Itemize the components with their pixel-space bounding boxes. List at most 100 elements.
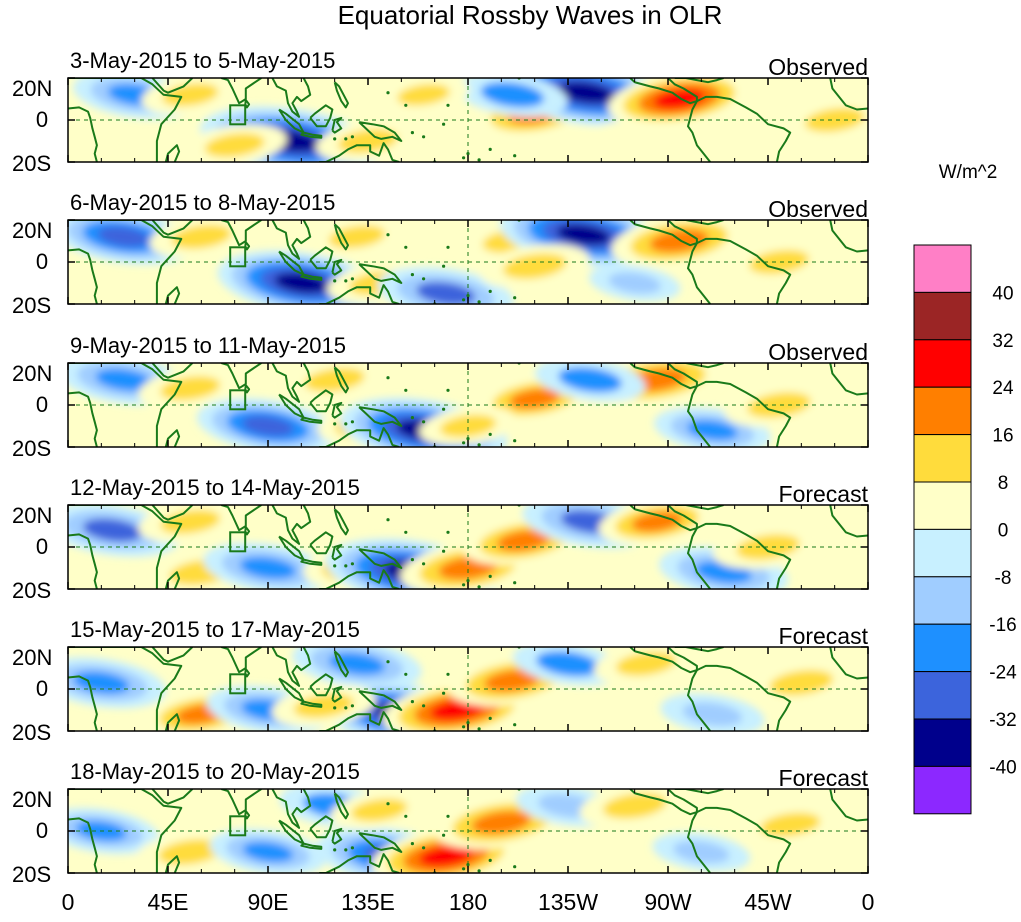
x-tick-label: 135E <box>341 889 395 915</box>
island-marker <box>350 562 354 566</box>
island-marker <box>350 420 354 424</box>
anomaly-contour <box>558 81 614 104</box>
island-marker <box>513 154 517 158</box>
anomaly-contour <box>631 511 683 532</box>
island-marker <box>410 273 414 277</box>
island-marker <box>350 277 354 281</box>
sri-lanka-coast <box>244 668 251 678</box>
map-panel: 20N 0 20S 15-May-2015 to 17-May-2015 Forecas… <box>12 617 869 745</box>
panel-date-range: 3-May-2015 to 5-May-2015 <box>70 48 335 73</box>
island-marker <box>404 672 408 676</box>
island-marker <box>488 432 492 436</box>
anomaly-contour <box>239 556 297 580</box>
south-america-west-coast <box>687 242 711 304</box>
y-tick-label: 0 <box>36 107 48 132</box>
indochina-coast <box>271 220 312 260</box>
island-marker <box>462 156 466 160</box>
map-panel: 20N 0 20S 3-May-2015 to 5-May-2015 Observed <box>12 48 869 176</box>
colorbar-swatch <box>913 576 972 625</box>
colorbar-legend: W/m^2 40 32 24 16 8 0 -8 -16 -24 -32 -40 <box>913 162 1017 815</box>
anomaly-contour <box>73 671 130 694</box>
y-tick-label: 0 <box>36 818 48 843</box>
island-marker <box>404 103 408 107</box>
borneo-coast <box>309 815 334 839</box>
anomaly-contour <box>496 530 551 552</box>
anomaly-shading <box>68 789 843 873</box>
india-coast <box>221 78 262 105</box>
sri-lanka-coast <box>244 241 251 251</box>
island-marker <box>462 441 466 445</box>
caribbean-coast <box>674 220 724 226</box>
colorbar-swatch <box>913 386 972 436</box>
map-panel: 20N 0 20S 18-May-2015 to 20-May-2015 Forecas… <box>12 759 869 887</box>
island-marker <box>513 296 517 300</box>
anomaly-contour <box>397 84 450 106</box>
south-america-coast <box>696 522 792 589</box>
anomaly-contour <box>439 414 497 438</box>
indochina-coast <box>271 505 312 545</box>
anomaly-contour <box>673 840 730 864</box>
anomaly-field <box>68 505 868 589</box>
java-coast <box>300 700 323 708</box>
map-panel: 20N 0 20S 12-May-2015 to 14-May-2015 Forecas… <box>12 475 869 603</box>
anomaly-contour <box>95 368 152 391</box>
x-tick-label: 135W <box>538 889 598 915</box>
island-marker <box>333 422 337 426</box>
gulf-of-guinea-coast <box>68 391 98 447</box>
anomaly-contour <box>581 119 667 155</box>
panel-status: Forecast <box>779 765 869 791</box>
map-panel: 20N 0 20S 6-May-2015 to 8-May-2015 Observed <box>12 190 869 318</box>
y-tick-label: 20S <box>12 720 51 745</box>
arabia-coast <box>151 789 194 805</box>
colorbar-swatch <box>913 528 972 578</box>
panel-status: Observed <box>768 196 868 222</box>
island-marker <box>386 376 390 380</box>
west-africa-coast <box>829 505 868 538</box>
y-tick-label: 20S <box>12 436 51 461</box>
south-america-west-coast <box>687 811 711 873</box>
caribbean-coast <box>674 789 724 795</box>
mexico-coast <box>629 363 698 390</box>
west-africa-coast <box>829 363 868 396</box>
anomaly-contour <box>769 670 834 696</box>
island-marker <box>386 233 390 237</box>
new-guinea-coast <box>358 121 403 142</box>
island-marker <box>477 443 481 447</box>
reference-box <box>229 531 247 553</box>
sri-lanka-coast <box>244 99 251 109</box>
new-guinea-coast <box>358 406 403 427</box>
panel-status: Observed <box>768 339 868 365</box>
y-tick-label: 20N <box>12 361 52 386</box>
gulf-of-guinea-coast <box>68 533 98 589</box>
island-marker <box>422 846 426 850</box>
x-tick-label: 45W <box>744 889 792 915</box>
australia-coast <box>319 853 400 873</box>
island-marker <box>404 530 408 534</box>
india-coast <box>221 505 262 532</box>
colorbar-swatch <box>913 244 972 293</box>
anomaly-shading <box>68 505 824 589</box>
panel-date-range: 6-May-2015 to 8-May-2015 <box>70 190 335 215</box>
island-marker <box>488 716 492 721</box>
new-guinea-coast <box>358 690 403 711</box>
indochina-coast <box>271 78 312 118</box>
island-marker <box>513 439 517 443</box>
south-america-west-coast <box>687 100 711 162</box>
panel-status: Forecast <box>779 481 869 507</box>
island-marker <box>513 581 517 585</box>
sri-lanka-coast <box>244 810 251 820</box>
anomaly-contour <box>484 669 541 692</box>
island-marker <box>488 147 492 151</box>
island-marker <box>477 300 481 304</box>
colorbar-level-label: -24 <box>989 663 1017 684</box>
anomaly-contour <box>418 845 473 867</box>
island-marker <box>350 846 354 850</box>
island-marker <box>442 691 446 695</box>
island-marker <box>442 833 446 837</box>
arabia-coast <box>151 363 194 379</box>
west-africa-coast <box>829 789 868 822</box>
y-tick-label: 20N <box>12 787 52 812</box>
colorbar-swatch <box>913 291 972 341</box>
panel-status: Observed <box>768 54 868 80</box>
borneo-coast <box>309 246 334 270</box>
